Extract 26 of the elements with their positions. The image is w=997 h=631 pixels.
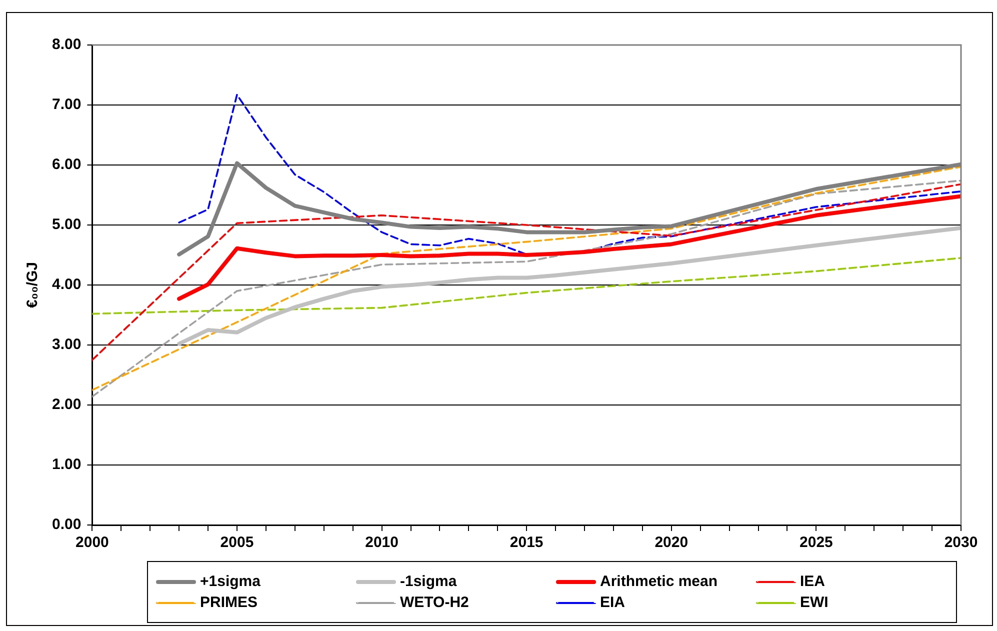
- x-tick-label: 2025: [800, 534, 833, 552]
- y-tick-label: 4.00: [52, 276, 82, 294]
- legend-label: -1sigma: [400, 573, 457, 590]
- legend-label: PRIMES: [200, 594, 258, 611]
- y-tick-label: 1.00: [52, 456, 82, 474]
- line-series: [178, 94, 961, 256]
- legend-label: EIA: [600, 594, 626, 611]
- x-tick-label: 2030: [944, 534, 978, 552]
- y-tick-label: 7.00: [52, 96, 82, 114]
- legend-label: +1sigma: [200, 573, 260, 590]
- legend-label: EWI: [800, 594, 828, 611]
- legend-label: Arithmetic mean: [600, 573, 718, 590]
- y-tick-label: 5.00: [52, 216, 82, 234]
- x-tick-label: 2015: [510, 534, 544, 552]
- y-tick-label: 6.00: [52, 156, 82, 174]
- legend-label: IEA: [800, 573, 826, 590]
- y-axis-title: €₀₀/GJ: [24, 262, 42, 308]
- y-tick-label: 0.00: [52, 516, 82, 534]
- x-tick-label: 2010: [365, 534, 398, 552]
- y-tick-label: 2.00: [52, 396, 82, 414]
- x-tick-label: 2000: [76, 534, 109, 552]
- legend-label: WETO-H2: [400, 594, 469, 611]
- y-tick-label: 8.00: [52, 36, 82, 54]
- x-tick-label: 2005: [220, 534, 254, 552]
- x-tick-label: 2020: [654, 534, 688, 552]
- y-tick-label: 3.00: [52, 336, 82, 354]
